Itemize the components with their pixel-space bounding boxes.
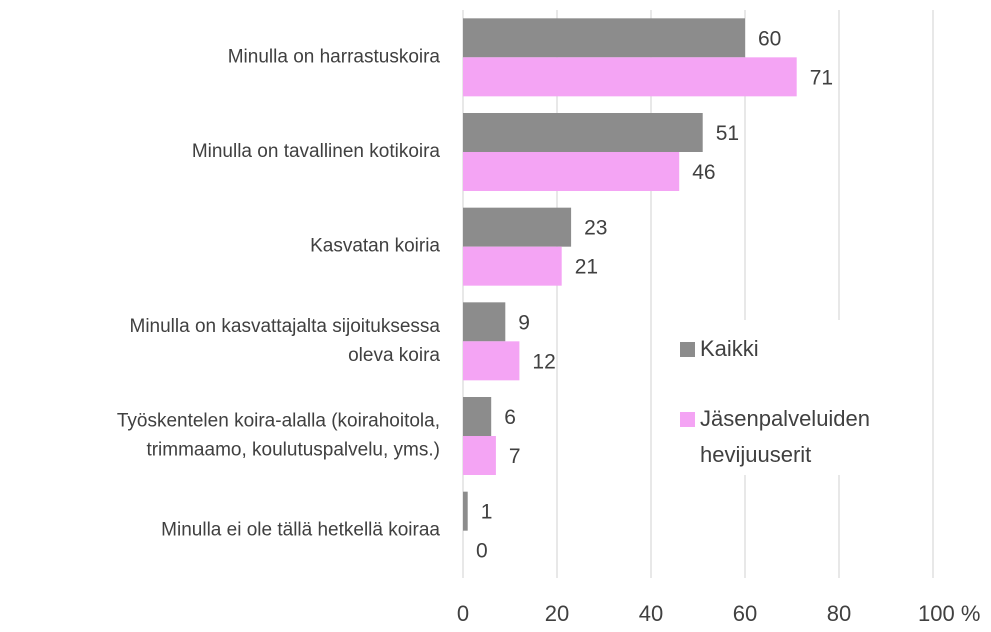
value-label: 12	[532, 350, 555, 373]
bar	[463, 152, 680, 191]
bar	[463, 341, 520, 381]
x-tick-label: 100 %	[918, 601, 980, 626]
bar	[463, 302, 506, 342]
value-label: 7	[509, 445, 521, 468]
value-label: 46	[692, 161, 715, 184]
y-tick-label: Minulla on kasvattajalta sijoituksessa ol…	[130, 316, 441, 366]
x-tick-label: 80	[827, 601, 851, 626]
value-label: 1	[481, 501, 493, 524]
bar	[463, 491, 468, 531]
value-label: 6	[504, 406, 516, 429]
x-tick-label: 60	[733, 601, 757, 626]
value-label: 60	[758, 27, 781, 50]
value-label: 23	[584, 217, 607, 240]
legend-label: Kaikki	[700, 336, 759, 361]
legend-swatch	[680, 342, 695, 357]
y-tick-label: Minulla on harrastuskoira	[228, 46, 441, 67]
y-tick-label: Minulla on tavallinen kotikoira	[192, 141, 441, 162]
legend-label: Jäsenpalveluiden hevijuuserit	[700, 406, 870, 467]
bar	[463, 207, 572, 247]
y-tick-label: Minulla ei ole tällä hetkellä koiraa	[161, 520, 440, 541]
bar	[463, 436, 496, 475]
x-tick-label: 20	[545, 601, 569, 626]
bar	[463, 57, 797, 97]
value-label: 0	[476, 540, 488, 563]
bar	[463, 113, 703, 152]
legend-swatch	[680, 412, 695, 427]
legend-background	[670, 320, 925, 475]
value-label: 9	[518, 311, 530, 334]
y-tick-label: Kasvatan koiria	[310, 236, 440, 257]
value-label: 21	[575, 256, 598, 279]
x-tick-label: 0	[457, 601, 469, 626]
x-tick-label: 40	[639, 601, 663, 626]
bar	[463, 246, 562, 286]
bar	[463, 397, 492, 436]
y-tick-label: Työskentelen koira-alalla (koirahoitola,…	[117, 411, 440, 461]
value-label: 71	[810, 66, 833, 89]
value-label: 51	[716, 122, 739, 145]
bar	[463, 18, 745, 58]
